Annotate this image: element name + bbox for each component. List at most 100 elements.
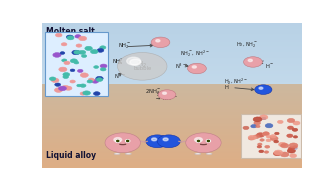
Circle shape: [275, 132, 279, 135]
Circle shape: [270, 136, 278, 141]
Text: N$^{3-}$: N$^{3-}$: [114, 72, 126, 81]
Circle shape: [67, 36, 74, 40]
Circle shape: [63, 75, 69, 78]
Bar: [42, 84, 302, 85]
Bar: [42, 165, 302, 166]
Bar: [42, 146, 302, 147]
Circle shape: [80, 73, 88, 77]
Circle shape: [70, 59, 77, 63]
Bar: [42, 104, 302, 105]
Circle shape: [254, 121, 260, 125]
Circle shape: [290, 154, 297, 158]
Circle shape: [186, 133, 221, 153]
Circle shape: [270, 135, 276, 138]
Text: NH$_2^-$, NH$^{2-}$: NH$_2^-$, NH$^{2-}$: [180, 49, 210, 59]
Bar: [42, 167, 302, 168]
Circle shape: [67, 35, 73, 39]
Circle shape: [100, 46, 106, 49]
Bar: [42, 130, 302, 131]
Circle shape: [53, 53, 61, 57]
Circle shape: [260, 139, 264, 141]
Circle shape: [293, 121, 300, 125]
Circle shape: [274, 150, 283, 155]
Bar: [42, 115, 302, 116]
Circle shape: [127, 140, 129, 142]
Circle shape: [263, 132, 269, 135]
Text: NH$^2$: NH$^2$: [112, 57, 124, 66]
Text: Li: Li: [200, 142, 207, 148]
Circle shape: [248, 59, 252, 62]
Circle shape: [256, 125, 260, 128]
Bar: [42, 34, 302, 35]
Bar: [42, 100, 302, 101]
Bar: [42, 69, 302, 70]
Circle shape: [292, 128, 298, 131]
Circle shape: [293, 146, 297, 148]
Bar: [42, 95, 302, 96]
Circle shape: [100, 68, 106, 71]
Bar: [42, 26, 302, 27]
Text: $\rightarrow$ NH$^{2-}$: $\rightarrow$ NH$^{2-}$: [155, 94, 177, 103]
Bar: [42, 92, 302, 93]
Circle shape: [158, 90, 176, 100]
Bar: [42, 97, 302, 98]
Bar: [42, 42, 302, 43]
Circle shape: [274, 152, 281, 156]
Circle shape: [287, 118, 295, 123]
Bar: [42, 51, 302, 52]
Circle shape: [126, 140, 130, 142]
Circle shape: [265, 145, 270, 148]
Bar: [42, 43, 302, 44]
Text: NH$_3$: NH$_3$: [155, 38, 166, 47]
Circle shape: [114, 138, 122, 142]
Bar: [42, 149, 302, 150]
Circle shape: [197, 140, 201, 142]
Bar: [42, 57, 302, 58]
Bar: [42, 73, 302, 74]
Text: H$^-$: H$^-$: [265, 62, 274, 70]
Circle shape: [105, 133, 140, 153]
Bar: [42, 76, 302, 77]
Circle shape: [278, 120, 283, 123]
Bar: [42, 156, 302, 157]
Bar: [42, 59, 302, 60]
Bar: [42, 38, 302, 39]
Bar: [42, 140, 302, 141]
Circle shape: [163, 92, 166, 94]
Circle shape: [163, 138, 168, 141]
Circle shape: [263, 132, 269, 136]
Bar: [42, 52, 302, 53]
Circle shape: [64, 61, 70, 65]
Bar: [42, 113, 302, 114]
Circle shape: [127, 57, 140, 65]
Circle shape: [60, 52, 65, 54]
Circle shape: [85, 46, 92, 50]
Bar: [42, 116, 302, 117]
Bar: [42, 141, 302, 142]
Circle shape: [195, 138, 202, 142]
Bar: [42, 157, 302, 158]
Bar: [42, 147, 302, 148]
Bar: [42, 164, 302, 165]
Bar: [42, 74, 302, 75]
Bar: [42, 70, 302, 71]
Bar: [42, 30, 302, 31]
Bar: [42, 79, 302, 80]
Circle shape: [76, 44, 82, 47]
Circle shape: [62, 59, 67, 62]
Circle shape: [51, 78, 59, 82]
Bar: [42, 118, 302, 119]
Bar: [42, 129, 302, 130]
Circle shape: [116, 140, 120, 142]
Bar: [42, 161, 302, 162]
Circle shape: [49, 77, 56, 81]
Bar: [42, 46, 302, 47]
Bar: [42, 77, 302, 78]
FancyBboxPatch shape: [45, 32, 109, 96]
Circle shape: [255, 85, 272, 94]
Bar: [42, 119, 302, 120]
Bar: [42, 134, 302, 135]
Circle shape: [248, 137, 254, 140]
Circle shape: [117, 140, 119, 142]
Circle shape: [281, 143, 289, 148]
